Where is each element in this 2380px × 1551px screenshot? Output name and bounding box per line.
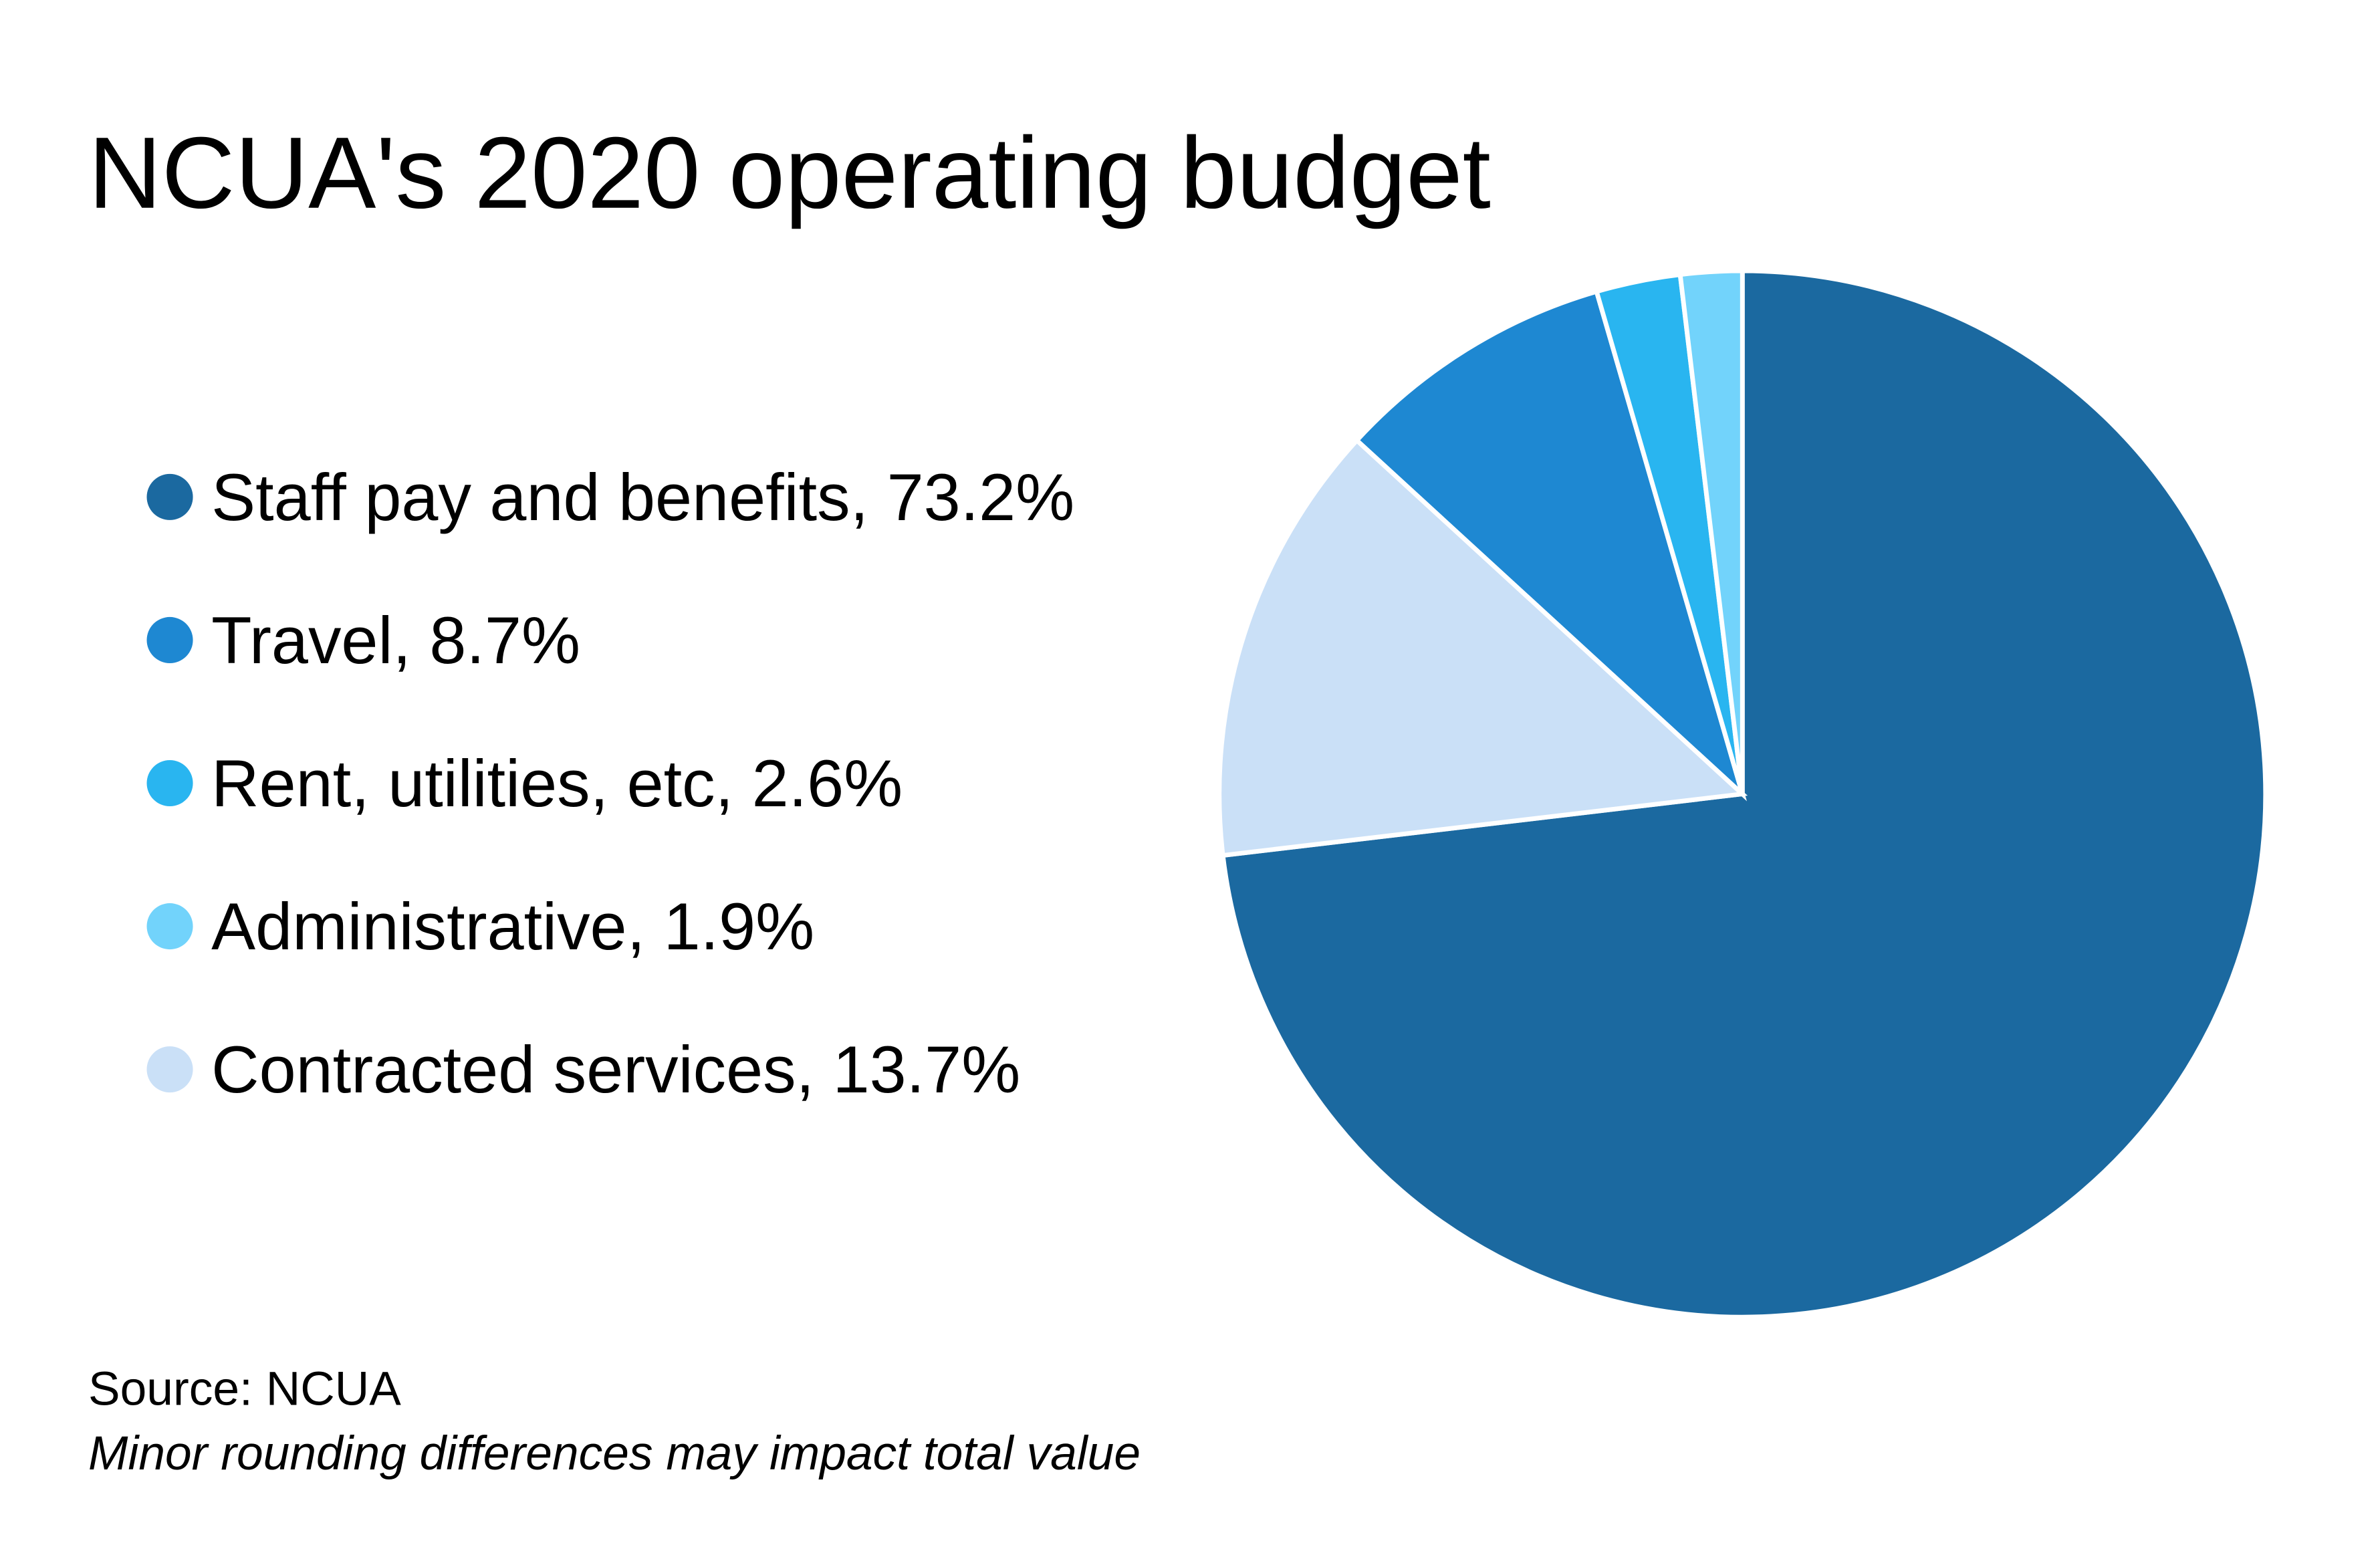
- legend-label: Rent, utilities, etc, 2.6%: [211, 746, 903, 820]
- note-text: Minor rounding differences may impact to…: [88, 1427, 1141, 1480]
- legend-marker: [146, 759, 193, 807]
- pie: [1217, 268, 2268, 1320]
- legend-label: Staff pay and benefits, 73.2%: [211, 460, 1074, 534]
- pie-slice-administrative: [1677, 268, 1745, 795]
- legend: Staff pay and benefits, 73.2% Travel, 8.7…: [146, 460, 1074, 1106]
- source-text: Source: NCUA: [88, 1362, 401, 1415]
- legend-marker: [146, 1046, 193, 1093]
- legend-marker: [146, 616, 193, 663]
- pie-slice-contracted-services: [1217, 437, 1748, 858]
- chart-title: NCUA's 2020 operating budget: [88, 116, 1491, 230]
- legend-marker: [146, 473, 193, 520]
- legend-label: Travel, 8.7%: [211, 603, 580, 677]
- legend-label: Contracted services, 13.7%: [211, 1032, 1020, 1106]
- legend-marker: [146, 903, 193, 950]
- pie-slice-travel: [1353, 288, 1748, 802]
- legend-label: Administrative, 1.9%: [211, 889, 814, 963]
